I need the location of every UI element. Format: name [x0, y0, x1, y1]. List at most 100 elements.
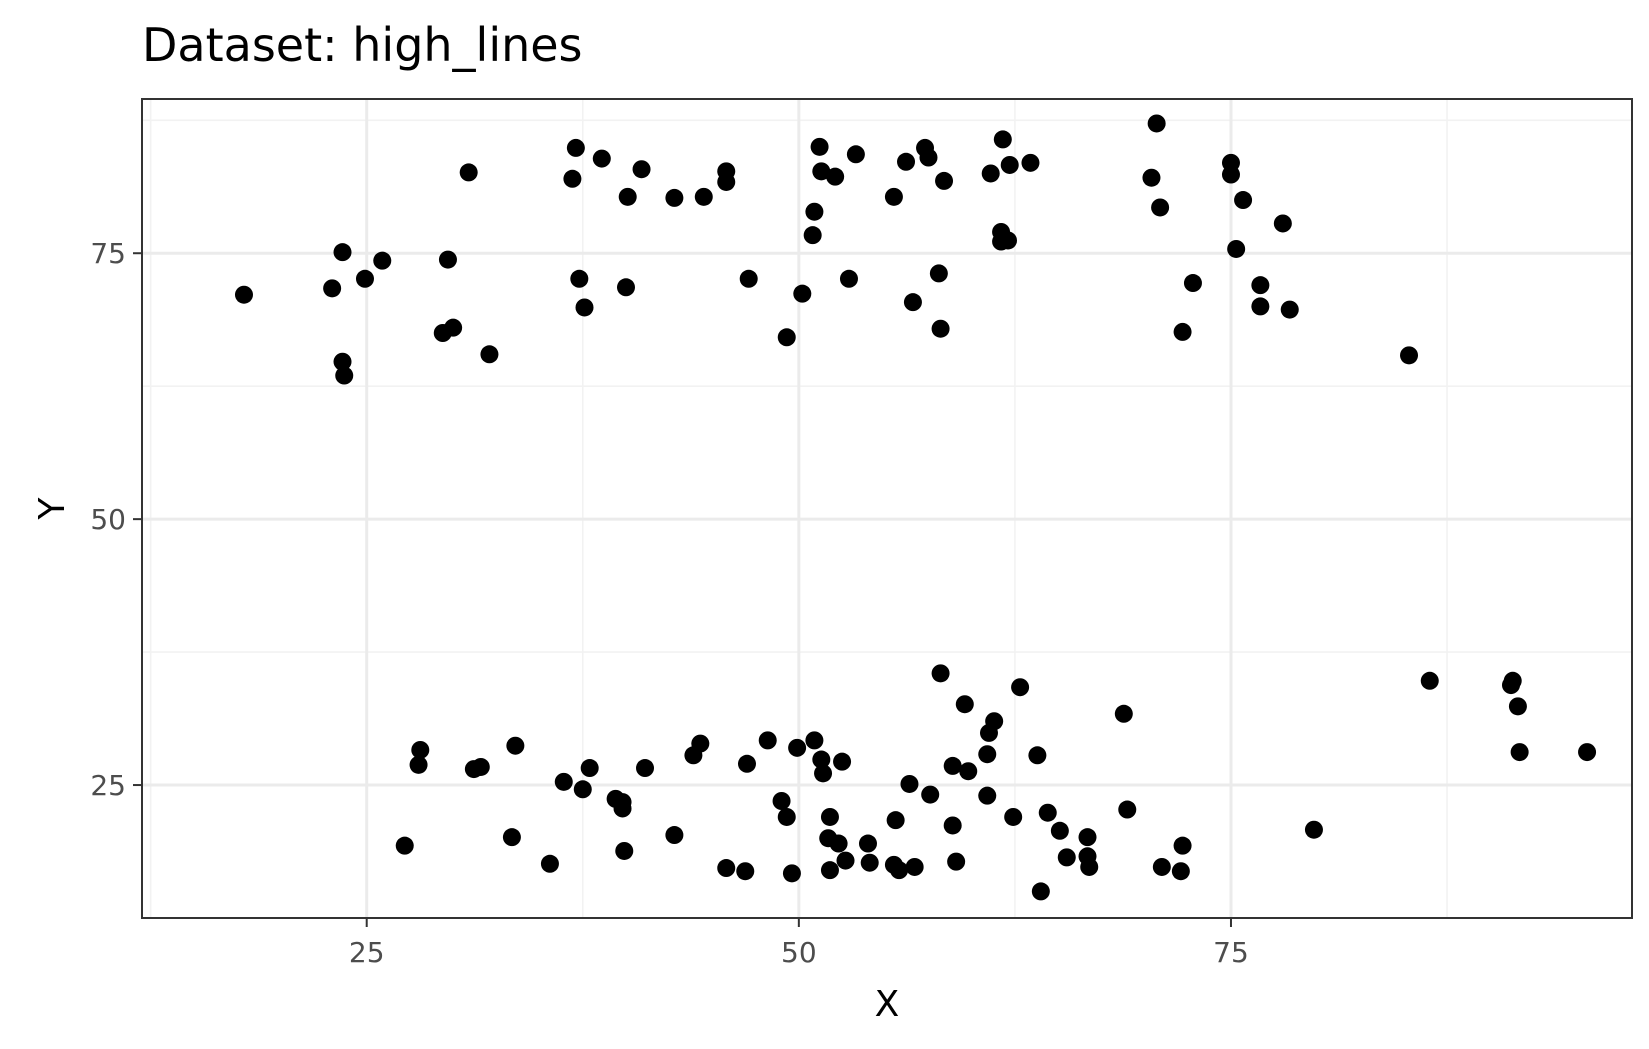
data-point: [1280, 300, 1299, 319]
data-point: [1142, 168, 1161, 187]
data-point: [1151, 198, 1170, 217]
data-point: [805, 731, 824, 750]
data-point: [618, 187, 637, 206]
data-point: [335, 366, 354, 385]
data-point: [810, 137, 829, 156]
data-point: [897, 152, 916, 171]
data-point: [777, 807, 796, 826]
data-point: [592, 149, 611, 168]
data-point: [1080, 857, 1099, 876]
data-point: [506, 736, 525, 755]
data-point: [846, 145, 865, 164]
data-point: [998, 231, 1017, 250]
data-point: [580, 759, 599, 778]
data-point: [858, 834, 877, 853]
data-point: [1050, 821, 1069, 840]
data-point: [570, 269, 589, 288]
data-point: [812, 162, 831, 181]
data-point: [900, 774, 919, 793]
data-point: [1000, 155, 1019, 174]
data-point: [739, 269, 758, 288]
data-point: [1400, 346, 1419, 365]
data-point: [540, 854, 559, 873]
panel-border: [141, 98, 1633, 919]
data-point: [563, 169, 582, 188]
data-point: [1234, 191, 1253, 210]
data-point: [736, 862, 755, 881]
data-point: [943, 756, 962, 775]
data-point: [1011, 678, 1030, 697]
data-point: [758, 731, 777, 750]
data-point: [931, 319, 950, 338]
data-point: [826, 167, 845, 186]
y-tick-label: 25: [90, 769, 126, 802]
x-tick-label: 25: [349, 936, 385, 969]
data-point: [1078, 828, 1097, 847]
data-point: [833, 752, 852, 771]
data-point: [1173, 836, 1192, 855]
data-point: [395, 836, 414, 855]
data-point: [1114, 704, 1133, 723]
data-point: [480, 345, 499, 364]
data-point: [459, 163, 478, 182]
data-point: [1510, 743, 1529, 762]
data-point: [554, 772, 573, 791]
data-point: [978, 786, 997, 805]
data-point: [1503, 671, 1522, 690]
data-point: [636, 759, 655, 778]
data-point: [903, 293, 922, 312]
axis-ticks: 25 50 75 25 50 75: [90, 237, 1248, 969]
data-point: [1273, 214, 1292, 233]
data-point: [373, 251, 392, 270]
data-point: [333, 243, 352, 262]
data-point: [772, 792, 791, 810]
data-point: [1227, 239, 1246, 258]
data-point: [1147, 114, 1166, 133]
data-point: [978, 745, 997, 764]
data-point: [411, 740, 430, 759]
data-point: [1173, 322, 1192, 341]
data-point: [323, 279, 342, 298]
data-point: [803, 226, 822, 245]
data-point: [921, 785, 940, 804]
grid: [142, 99, 1632, 919]
data-point: [943, 816, 962, 835]
y-axis-title: Y: [32, 497, 73, 521]
data-point: [1183, 274, 1202, 293]
chart-title: Dataset: high_lines: [142, 18, 583, 72]
y-tick-label: 75: [90, 237, 126, 270]
data-point: [409, 755, 428, 774]
data-point: [839, 269, 858, 288]
data-point: [884, 187, 903, 206]
data-point: [575, 298, 594, 317]
data-point: [615, 841, 634, 860]
data-point: [947, 852, 966, 871]
data-point: [777, 328, 796, 347]
data-point: [691, 734, 710, 753]
data-point: [820, 861, 839, 880]
data-point: [1171, 862, 1190, 881]
data-point: [829, 834, 848, 853]
data-point: [793, 284, 812, 303]
data-point: [1118, 800, 1137, 819]
data-point: [1004, 807, 1023, 826]
data-point: [812, 750, 831, 769]
y-tick-label: 50: [90, 503, 126, 536]
data-point: [1028, 746, 1047, 765]
data-point: [717, 859, 736, 878]
data-point: [935, 171, 954, 190]
data-point: [234, 285, 253, 304]
data-point: [890, 861, 909, 880]
data-point: [438, 250, 457, 269]
data-point: [919, 148, 938, 167]
data-point: [355, 269, 374, 288]
data-point: [616, 278, 635, 297]
data-point: [836, 851, 855, 870]
data-point: [929, 264, 948, 283]
data-point: [566, 138, 585, 157]
data-point: [502, 828, 521, 847]
data-point: [1021, 153, 1040, 172]
x-tick-label: 50: [781, 936, 817, 969]
data-point: [782, 864, 801, 883]
data-point: [665, 826, 684, 845]
